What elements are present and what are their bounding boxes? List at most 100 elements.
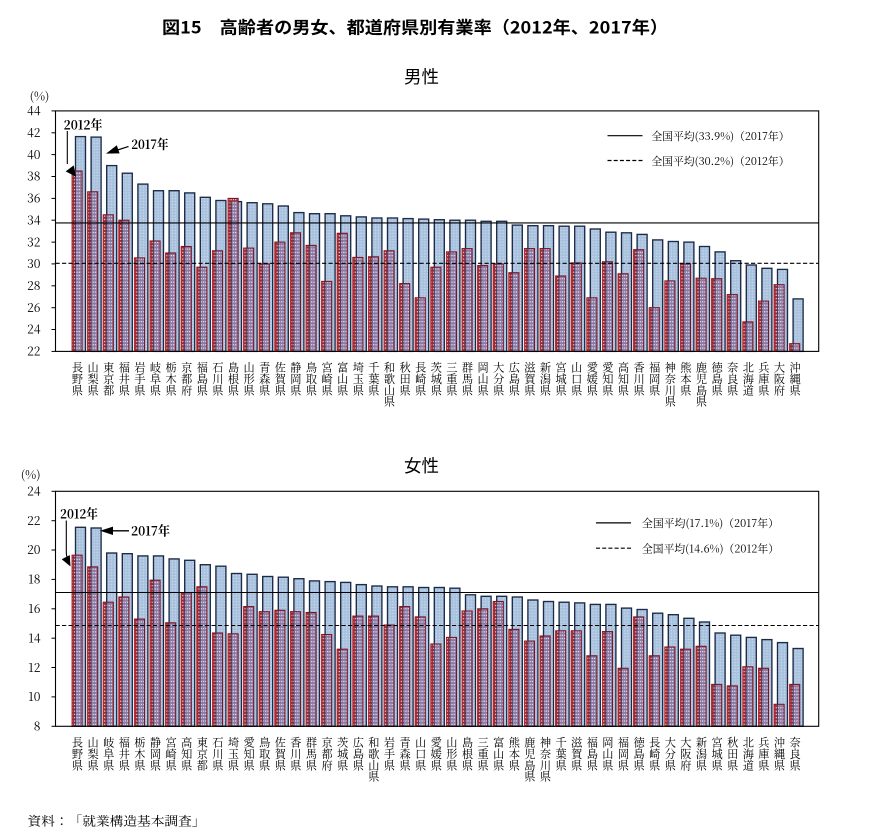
svg-text:福井県: 福井県 — [119, 735, 130, 774]
svg-text:島根県: 島根県 — [462, 735, 473, 774]
svg-text:2012年: 2012年 — [64, 115, 103, 134]
svg-text:石川県: 石川県 — [212, 735, 223, 774]
svg-text:青森県: 青森県 — [259, 360, 270, 399]
svg-text:鳥取県: 鳥取県 — [306, 360, 317, 399]
svg-text:42: 42 — [27, 124, 41, 141]
svg-text:36: 36 — [27, 190, 41, 207]
svg-text:兵庫県: 兵庫県 — [758, 360, 769, 399]
svg-text:熊本県: 熊本県 — [509, 735, 521, 774]
svg-text:28: 28 — [27, 277, 41, 294]
svg-text:38: 38 — [27, 168, 41, 185]
svg-text:図15 高齢者の男女、都道府県別有業率（2012年、2017: 図15 高齢者の男女、都道府県別有業率（2012年、2017年） — [162, 14, 668, 39]
svg-text:広島県: 広島県 — [353, 735, 365, 774]
svg-text:(%): (%) — [21, 466, 41, 483]
svg-text:長崎県: 長崎県 — [415, 360, 426, 399]
svg-text:長野県: 長野県 — [72, 360, 83, 399]
svg-text:新潟県: 新潟県 — [696, 735, 707, 774]
svg-text:三重県: 三重県 — [477, 735, 488, 774]
svg-text:東京都: 東京都 — [103, 360, 114, 399]
svg-text:広島県: 広島県 — [509, 360, 521, 399]
svg-text:大阪府: 大阪府 — [774, 360, 785, 399]
svg-text:26: 26 — [27, 299, 41, 316]
svg-text:京都府: 京都府 — [181, 360, 192, 399]
svg-text:16: 16 — [28, 600, 41, 617]
svg-text:沖縄県: 沖縄県 — [774, 735, 785, 774]
svg-text:資料：「就業構造基本調査」: 資料：「就業構造基本調査」 — [28, 812, 206, 830]
svg-text:2017年: 2017年 — [131, 134, 168, 153]
svg-text:30: 30 — [27, 255, 41, 272]
svg-text:大阪府: 大阪府 — [680, 735, 691, 774]
svg-text:8: 8 — [34, 718, 41, 735]
svg-text:栃木県: 栃木県 — [134, 735, 145, 774]
svg-text:新潟県: 新潟県 — [540, 360, 551, 399]
svg-text:福井県: 福井県 — [119, 360, 130, 399]
svg-text:24: 24 — [27, 483, 41, 500]
svg-text:北海道: 北海道 — [743, 360, 754, 399]
svg-text:鹿児島県: 鹿児島県 — [696, 360, 707, 410]
svg-text:和歌山県: 和歌山県 — [368, 735, 379, 785]
svg-text:大分県: 大分県 — [493, 360, 504, 399]
svg-text:長野県: 長野県 — [72, 735, 83, 774]
svg-text:愛媛県: 愛媛県 — [587, 360, 598, 399]
svg-text:24: 24 — [27, 321, 41, 338]
svg-text:山形県: 山形県 — [243, 360, 254, 399]
svg-text:滋賀県: 滋賀県 — [524, 360, 536, 399]
svg-text:佐賀県: 佐賀県 — [275, 360, 287, 399]
svg-text:青森県: 青森県 — [399, 735, 410, 774]
svg-text:18: 18 — [28, 571, 41, 588]
svg-text:秋田県: 秋田県 — [399, 360, 410, 399]
svg-text:佐賀県: 佐賀県 — [275, 735, 287, 774]
svg-text:静岡県: 静岡県 — [290, 360, 301, 399]
svg-text:千葉県: 千葉県 — [555, 735, 566, 774]
svg-text:秋田県: 秋田県 — [727, 735, 738, 774]
svg-text:福岡県: 福岡県 — [649, 360, 660, 399]
svg-text:2017年: 2017年 — [131, 521, 170, 540]
svg-text:宮城県: 宮城県 — [711, 735, 722, 774]
svg-text:茨城県: 茨城県 — [337, 735, 348, 774]
svg-text:東京都: 東京都 — [197, 735, 208, 774]
svg-text:鹿児島県: 鹿児島県 — [524, 735, 535, 785]
svg-text:12: 12 — [28, 659, 41, 676]
svg-text:福島県: 福島県 — [197, 360, 208, 399]
svg-text:兵庫県: 兵庫県 — [758, 735, 769, 774]
svg-text:岐阜県: 岐阜県 — [103, 735, 114, 774]
svg-text:埼玉県: 埼玉県 — [353, 360, 364, 399]
svg-text:茨城県: 茨城県 — [431, 360, 442, 399]
svg-text:奈良県: 奈良県 — [727, 360, 738, 399]
svg-text:岡山県: 岡山県 — [602, 735, 613, 774]
svg-text:岩手県: 岩手県 — [134, 360, 145, 399]
svg-text:山梨県: 山梨県 — [87, 360, 98, 399]
svg-text:女性: 女性 — [404, 453, 439, 478]
svg-text:10: 10 — [28, 688, 41, 705]
svg-text:京都府: 京都府 — [321, 735, 332, 774]
svg-text:山形県: 山形県 — [446, 735, 457, 774]
svg-text:滋賀県: 滋賀県 — [571, 735, 583, 774]
svg-text:山梨県: 山梨県 — [87, 735, 98, 774]
svg-text:香川県: 香川県 — [290, 735, 301, 774]
svg-text:神奈川県: 神奈川県 — [540, 735, 551, 785]
svg-text:熊本県: 熊本県 — [680, 360, 692, 399]
svg-text:山口県: 山口県 — [415, 735, 426, 774]
svg-text:(%): (%) — [30, 88, 50, 105]
svg-text:宮城県: 宮城県 — [555, 360, 566, 399]
svg-text:福岡県: 福岡県 — [618, 735, 629, 774]
svg-text:全国平均(30.2%)（2012年）: 全国平均(30.2%)（2012年） — [652, 153, 790, 169]
svg-text:岡山県: 岡山県 — [477, 360, 488, 399]
svg-text:44: 44 — [27, 102, 41, 119]
svg-text:石川県: 石川県 — [212, 360, 223, 399]
svg-text:埼玉県: 埼玉県 — [228, 735, 239, 774]
svg-text:三重県: 三重県 — [446, 360, 457, 399]
svg-text:徳島県: 徳島県 — [711, 360, 723, 399]
svg-text:愛媛県: 愛媛県 — [431, 735, 442, 774]
svg-text:全国平均(33.9%)（2017年）: 全国平均(33.9%)（2017年） — [652, 128, 790, 144]
svg-text:34: 34 — [27, 211, 41, 228]
svg-text:沖縄県: 沖縄県 — [789, 360, 800, 399]
svg-text:22: 22 — [27, 512, 41, 529]
svg-text:32: 32 — [27, 233, 41, 250]
svg-text:富山県: 富山県 — [493, 735, 504, 774]
svg-text:22: 22 — [27, 343, 41, 360]
svg-text:群馬県: 群馬県 — [306, 735, 317, 774]
svg-text:岩手県: 岩手県 — [384, 735, 395, 774]
svg-text:島根県: 島根県 — [228, 360, 239, 399]
svg-text:全国平均(17.1%)（2017年）: 全国平均(17.1%)（2017年） — [642, 515, 779, 531]
